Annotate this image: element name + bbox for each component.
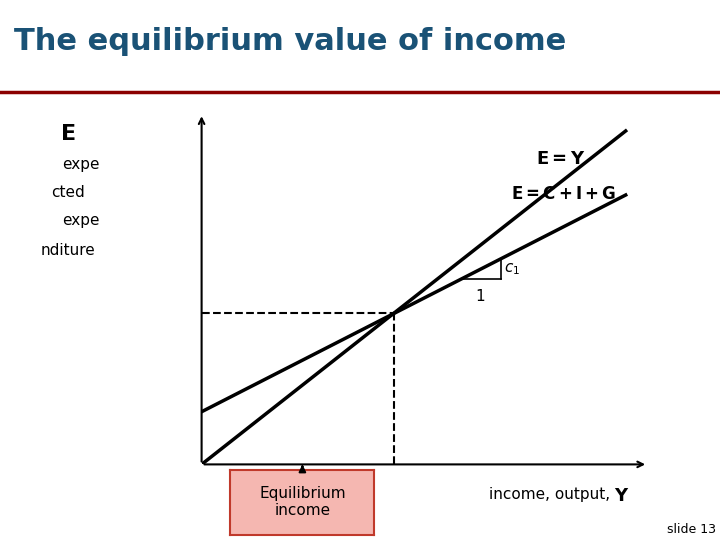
Text: Equilibrium
income: Equilibrium income (259, 486, 346, 518)
Text: slide 13: slide 13 (667, 523, 716, 536)
Text: expe: expe (63, 157, 100, 172)
Text: cted: cted (51, 185, 84, 200)
Text: 1: 1 (476, 289, 485, 304)
Text: $\mathbf{E}$: $\mathbf{E}$ (60, 124, 76, 145)
Text: $\mathbf{E = Y}$: $\mathbf{E = Y}$ (536, 150, 586, 168)
Text: The equilibrium value of income: The equilibrium value of income (14, 27, 567, 56)
Text: expe: expe (63, 213, 100, 228)
Text: $\mathbf{Y}$: $\mathbf{Y}$ (613, 487, 629, 505)
Text: $\mathbf{E = C + I + G}$: $\mathbf{E = C + I + G}$ (511, 185, 617, 203)
Text: $c_1$: $c_1$ (504, 261, 521, 277)
Text: nditure: nditure (40, 243, 95, 258)
Text: income, output,: income, output, (489, 487, 611, 502)
